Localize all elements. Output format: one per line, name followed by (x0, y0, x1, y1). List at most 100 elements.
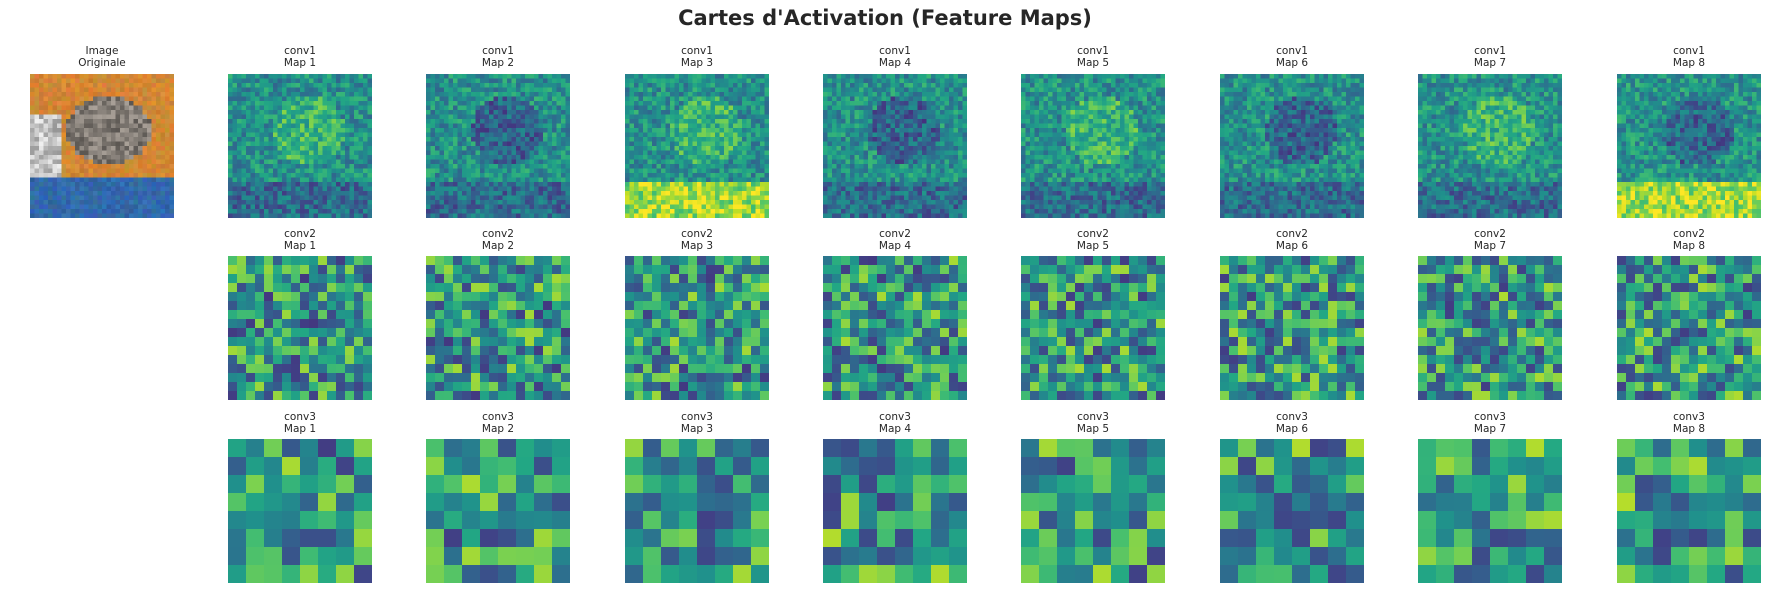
feature-map-conv3-2 (426, 439, 570, 583)
map-index-label: Map 6 (1275, 57, 1309, 69)
map-index-label: Map 3 (680, 240, 714, 252)
map-layer-label: conv1 (879, 45, 911, 57)
map-layer-label: conv1 (1077, 45, 1109, 57)
feature-map-conv3-5 (1021, 439, 1165, 583)
map-title: conv1 Map 6 (1220, 45, 1364, 69)
feature-map-conv1-5 (1021, 74, 1165, 218)
map-title: conv3 Map 5 (1021, 411, 1165, 435)
map-layer-label: conv1 (1474, 45, 1506, 57)
original-image (30, 74, 174, 218)
map-layer-label: conv1 (284, 45, 316, 57)
map-index-label: Map 2 (481, 240, 515, 252)
map-title: conv2 Map 4 (823, 228, 967, 252)
map-title: conv3 Map 4 (823, 411, 967, 435)
map-index-label: Map 5 (1076, 57, 1110, 69)
map-layer-label: conv2 (879, 228, 911, 240)
map-layer-label: conv2 (1474, 228, 1506, 240)
map-title: conv2 Map 3 (625, 228, 769, 252)
map-title: conv3 Map 7 (1418, 411, 1562, 435)
map-index-label: Map 1 (283, 423, 317, 435)
original-title-line1: Image (85, 45, 119, 57)
map-index-label: Map 1 (283, 240, 317, 252)
map-index-label: Map 7 (1473, 240, 1507, 252)
map-layer-label: conv1 (482, 45, 514, 57)
feature-map-conv3-7 (1418, 439, 1562, 583)
feature-map-conv1-2 (426, 74, 570, 218)
map-index-label: Map 6 (1275, 240, 1309, 252)
feature-map-conv1-4 (823, 74, 967, 218)
map-index-label: Map 1 (283, 57, 317, 69)
map-title: conv1 Map 4 (823, 45, 967, 69)
map-index-label: Map 3 (680, 57, 714, 69)
map-layer-label: conv2 (482, 228, 514, 240)
map-layer-label: conv1 (1276, 45, 1308, 57)
feature-map-conv3-8 (1617, 439, 1761, 583)
feature-map-conv2-1 (228, 256, 372, 400)
map-title: conv1 Map 8 (1617, 45, 1761, 69)
map-index-label: Map 8 (1672, 57, 1706, 69)
map-layer-label: conv2 (1673, 228, 1705, 240)
map-title: conv2 Map 5 (1021, 228, 1165, 252)
map-index-label: Map 2 (481, 57, 515, 69)
feature-map-conv2-5 (1021, 256, 1165, 400)
figure-title: Cartes d'Activation (Feature Maps) (678, 6, 1092, 30)
map-layer-label: conv3 (1077, 411, 1109, 423)
feature-map-conv2-3 (625, 256, 769, 400)
map-title: conv1 Map 7 (1418, 45, 1562, 69)
map-title: conv1 Map 5 (1021, 45, 1165, 69)
map-index-label: Map 6 (1275, 423, 1309, 435)
map-title: conv2 Map 1 (228, 228, 372, 252)
feature-map-conv2-7 (1418, 256, 1562, 400)
map-layer-label: conv3 (482, 411, 514, 423)
map-title: conv1 Map 2 (426, 45, 570, 69)
feature-map-conv3-6 (1220, 439, 1364, 583)
feature-map-conv2-8 (1617, 256, 1761, 400)
map-layer-label: conv3 (1474, 411, 1506, 423)
feature-map-conv2-4 (823, 256, 967, 400)
map-layer-label: conv3 (284, 411, 316, 423)
map-title: conv2 Map 8 (1617, 228, 1761, 252)
original-title-line2: Originale (78, 57, 126, 69)
feature-map-conv1-3 (625, 74, 769, 218)
feature-map-conv2-6 (1220, 256, 1364, 400)
original-image-title: Image Originale (30, 45, 174, 69)
map-title: conv1 Map 1 (228, 45, 372, 69)
map-layer-label: conv3 (879, 411, 911, 423)
map-layer-label: conv1 (1673, 45, 1705, 57)
map-layer-label: conv2 (681, 228, 713, 240)
map-title: conv3 Map 6 (1220, 411, 1364, 435)
map-index-label: Map 8 (1672, 423, 1706, 435)
map-index-label: Map 4 (878, 240, 912, 252)
map-title: conv3 Map 3 (625, 411, 769, 435)
feature-map-conv1-7 (1418, 74, 1562, 218)
map-index-label: Map 3 (680, 423, 714, 435)
map-layer-label: conv1 (681, 45, 713, 57)
feature-map-conv1-6 (1220, 74, 1364, 218)
map-layer-label: conv2 (1276, 228, 1308, 240)
map-index-label: Map 4 (878, 423, 912, 435)
map-title: conv3 Map 2 (426, 411, 570, 435)
map-index-label: Map 5 (1076, 423, 1110, 435)
map-index-label: Map 7 (1473, 57, 1507, 69)
map-layer-label: conv3 (681, 411, 713, 423)
map-title: conv3 Map 1 (228, 411, 372, 435)
map-layer-label: conv2 (284, 228, 316, 240)
map-index-label: Map 2 (481, 423, 515, 435)
feature-map-conv1-1 (228, 74, 372, 218)
map-title: conv1 Map 3 (625, 45, 769, 69)
map-title: conv2 Map 7 (1418, 228, 1562, 252)
map-index-label: Map 8 (1672, 240, 1706, 252)
map-layer-label: conv3 (1276, 411, 1308, 423)
feature-map-conv3-3 (625, 439, 769, 583)
map-layer-label: conv3 (1673, 411, 1705, 423)
map-layer-label: conv2 (1077, 228, 1109, 240)
feature-map-conv3-1 (228, 439, 372, 583)
map-index-label: Map 4 (878, 57, 912, 69)
feature-map-conv1-8 (1617, 74, 1761, 218)
map-title: conv2 Map 2 (426, 228, 570, 252)
map-index-label: Map 5 (1076, 240, 1110, 252)
map-title: conv3 Map 8 (1617, 411, 1761, 435)
feature-map-conv3-4 (823, 439, 967, 583)
map-index-label: Map 7 (1473, 423, 1507, 435)
map-title: conv2 Map 6 (1220, 228, 1364, 252)
